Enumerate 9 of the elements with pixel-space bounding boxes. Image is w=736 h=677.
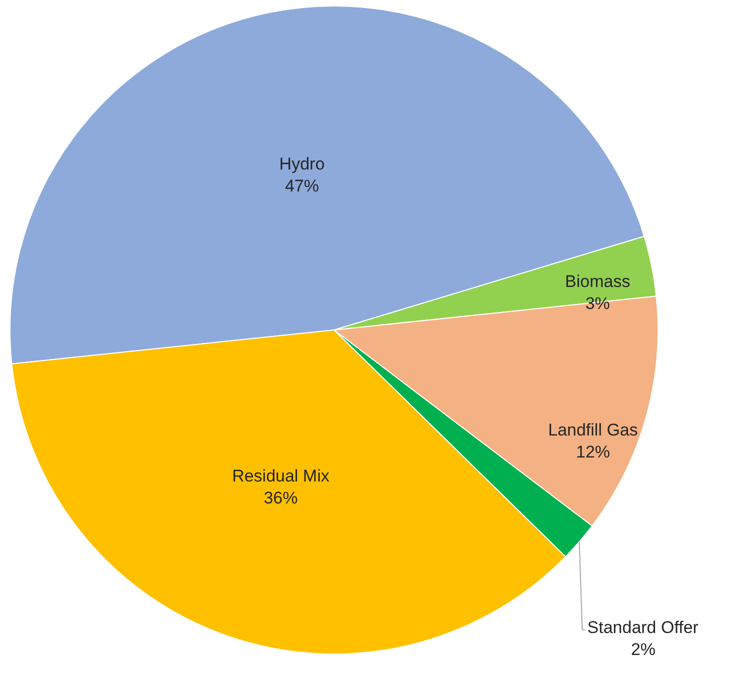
- data-label: 47%: [284, 176, 319, 196]
- slice-label: Residual Mix: [232, 466, 330, 486]
- data-label: 12%: [576, 442, 610, 462]
- data-label: 2%: [630, 640, 656, 660]
- data-label: 36%: [264, 488, 298, 508]
- slice-label: Standard Offer: [587, 618, 699, 638]
- slice-label: Landfill Gas: [548, 420, 638, 440]
- slice-label: Hydro: [279, 154, 325, 174]
- slice-label: Biomass: [565, 272, 630, 292]
